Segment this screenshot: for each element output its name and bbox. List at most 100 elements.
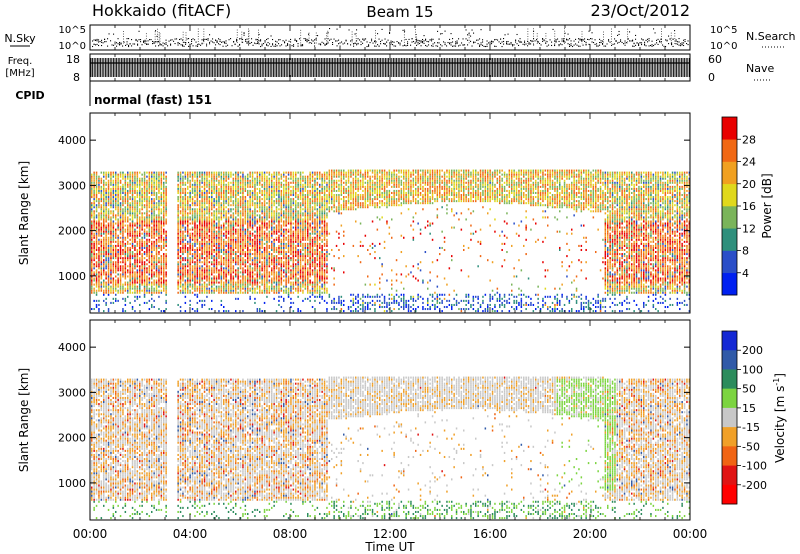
nsky-point	[227, 44, 229, 46]
range-cell	[251, 253, 254, 256]
range-cell	[196, 279, 199, 282]
range-cell	[153, 177, 155, 180]
range-cell	[242, 246, 244, 249]
range-cell	[127, 269, 129, 272]
range-cell	[98, 242, 100, 245]
nsky-point	[305, 39, 307, 41]
range-cell	[91, 181, 93, 184]
range-cell	[189, 251, 191, 254]
range-cell	[110, 220, 112, 223]
nsky-point	[578, 38, 580, 40]
range-cell	[191, 242, 194, 245]
range-cell	[196, 308, 199, 311]
range-cell	[215, 244, 218, 247]
nsky-point	[270, 35, 272, 37]
range-cell	[136, 230, 139, 233]
range-cell	[131, 263, 134, 266]
range-cell	[254, 177, 256, 180]
nsky-point	[174, 38, 176, 40]
nsky-point	[648, 45, 650, 47]
range-cell	[129, 230, 131, 233]
range-cell	[105, 204, 107, 207]
range-cell	[146, 289, 148, 292]
range-cell	[220, 198, 223, 201]
range-cell	[261, 183, 263, 186]
range-cell	[251, 289, 254, 292]
range-cell	[194, 175, 196, 178]
range-cell	[232, 271, 235, 274]
range-cell	[237, 224, 239, 227]
range-cell	[146, 259, 148, 262]
range-cell	[232, 222, 235, 225]
range-cell	[189, 175, 191, 178]
range-cell	[134, 200, 136, 203]
range-cell	[184, 189, 187, 192]
range-cell	[103, 261, 105, 264]
range-cell	[218, 173, 220, 176]
range-cell	[129, 226, 131, 229]
range-cell	[179, 291, 182, 294]
range-cell	[208, 255, 211, 258]
range-cell	[107, 293, 110, 296]
range-cell	[143, 220, 146, 223]
nsky-point	[201, 39, 203, 41]
range-cell	[160, 234, 163, 237]
range-cell	[119, 193, 122, 197]
range-cell	[259, 253, 261, 256]
range-cell	[115, 240, 117, 243]
range-cell	[143, 234, 146, 237]
range-cell	[232, 281, 235, 284]
range-cell	[189, 185, 191, 188]
nsky-point	[257, 39, 259, 41]
range-cell	[93, 179, 95, 182]
range-cell	[206, 255, 208, 258]
range-cell	[155, 263, 158, 266]
nsky-point	[113, 44, 115, 46]
nsky-point	[581, 39, 583, 41]
range-cell	[187, 187, 189, 190]
range-cell	[206, 279, 208, 282]
range-cell	[129, 281, 131, 284]
range-cell	[141, 248, 143, 252]
range-cell	[103, 238, 105, 241]
range-cell	[196, 220, 199, 223]
range-cell	[127, 265, 129, 268]
range-cell	[223, 204, 225, 207]
range-cell	[93, 232, 95, 235]
range-cell	[199, 240, 201, 243]
range-cell	[163, 310, 165, 313]
range-cell	[151, 255, 153, 258]
nsky-point	[336, 40, 338, 42]
range-cell	[203, 171, 206, 174]
range-cell	[194, 285, 196, 288]
range-cell	[242, 287, 244, 290]
range-cell	[213, 281, 215, 284]
range-cell	[155, 191, 158, 194]
nsky-point	[144, 42, 146, 44]
range-cell	[163, 193, 165, 197]
range-cell	[225, 236, 227, 239]
range-cell	[158, 265, 160, 268]
range-cell	[107, 283, 110, 286]
range-cell	[141, 212, 143, 215]
range-cell	[220, 230, 223, 233]
range-cell	[247, 281, 249, 284]
range-cell	[148, 189, 151, 192]
range-cell	[100, 234, 103, 237]
range-cell	[136, 255, 139, 258]
range-cell	[230, 222, 232, 225]
range-cell	[110, 289, 112, 292]
range-cell	[230, 232, 232, 235]
range-cell	[259, 177, 261, 180]
range-cell	[232, 279, 235, 282]
range-cell	[211, 279, 213, 282]
range-cell	[146, 244, 148, 247]
range-cell	[225, 171, 227, 174]
nsky-point	[395, 45, 397, 47]
range-cell	[136, 285, 139, 288]
range-cell	[146, 263, 148, 266]
range-cell	[124, 224, 127, 227]
range-cell	[153, 218, 155, 221]
range-cell	[146, 204, 148, 207]
range-cell	[129, 246, 131, 249]
